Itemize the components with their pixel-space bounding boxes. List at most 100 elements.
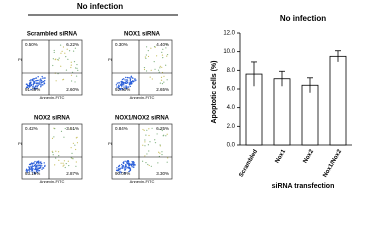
event-dot [145,70,148,72]
event-dot [165,135,167,137]
event-dot [143,66,146,69]
event-dot [34,86,37,88]
event-dot [133,163,135,165]
event-dot [121,166,123,168]
event-dot [71,71,74,73]
event-dot [71,152,73,155]
event-dot [129,163,131,165]
event-dot [58,159,60,161]
event-dot [68,50,71,52]
event-dot [75,148,77,151]
event-dot [29,168,32,170]
event-dot [165,47,167,49]
event-dot [161,51,163,53]
event-dot [62,162,64,164]
event-dot [38,170,41,172]
event-dot [36,171,39,174]
quadrant-value: 6.25% [156,126,169,131]
x-tick-label: Nox2 [303,148,316,164]
event-dot [166,53,169,56]
event-dot [62,79,64,81]
event-dot [70,157,72,159]
event-dot [132,77,134,79]
x-tick-label: Nox1/Nox2 [322,148,343,178]
axis-label: PI [18,141,22,146]
event-dot [126,161,128,163]
event-dot [121,85,123,87]
event-dot [120,171,122,173]
event-dot [69,128,71,130]
event-dot [75,165,77,167]
event-dot [25,83,28,85]
event-dot [131,82,133,85]
event-dot [60,130,63,132]
axis-label: Annexin-FITC [40,179,65,184]
event-dot [127,86,130,88]
event-dot [39,165,42,167]
event-dot [28,163,31,166]
event-dot [61,50,63,52]
event-dot [33,81,35,84]
event-dot [52,64,54,67]
event-dot [55,157,57,159]
event-dot [43,77,46,79]
event-dot [151,127,153,129]
event-dot [60,162,62,164]
event-dot [70,64,72,66]
event-dot [148,128,150,130]
event-dot [35,170,38,172]
event-dot [166,79,168,81]
panel-label: Scrambled siRNA [27,32,78,38]
event-dot [146,153,148,155]
event-dot [134,164,136,166]
x-axis-label: siRNA transfection [272,183,335,190]
event-dot [76,142,79,144]
event-dot [124,82,127,84]
event-dot [150,47,152,49]
event-dot [29,80,31,82]
event-dot [154,142,157,144]
event-dot [130,76,132,78]
event-dot [67,160,69,162]
quadrant-value: 91.40% [25,87,40,92]
event-dot [115,84,118,86]
event-dot [144,145,146,147]
event-dot [157,162,159,164]
event-dot [118,168,120,170]
quadrant-value: 2.65% [156,87,169,92]
event-dot [143,129,145,131]
event-dot [148,150,150,152]
event-dot [33,172,36,175]
event-dot [31,167,33,169]
event-dot [124,167,126,170]
event-dot [43,82,46,84]
event-dot [122,167,124,169]
event-dot [31,162,34,165]
event-dot [125,163,127,166]
event-dot [51,137,54,139]
event-dot [131,160,133,163]
event-dot [28,83,31,85]
event-dot [129,168,132,170]
event-dot [163,134,165,136]
event-dot [44,165,46,168]
event-dot [154,139,156,141]
event-dot [162,48,164,50]
event-dot [120,87,123,89]
event-dot [127,160,130,163]
event-dot [122,88,124,91]
event-dot [75,137,77,139]
quadrant-value: 6.22% [66,42,79,47]
event-dot [124,172,126,174]
quadrant-value: 3.30% [156,171,169,176]
event-dot [129,78,132,80]
event-dot [40,83,42,85]
event-dot [159,82,161,84]
event-dot [128,82,131,84]
event-dot [116,82,119,84]
event-dot [123,86,125,88]
event-dot [118,87,121,90]
event-dot [150,165,152,167]
bar [301,84,319,146]
event-dot [58,155,60,157]
